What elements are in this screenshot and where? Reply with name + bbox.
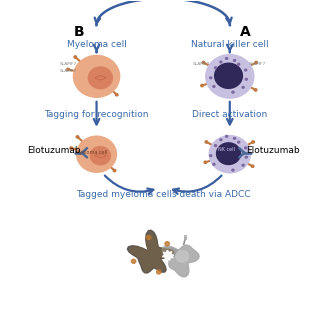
Circle shape [237, 140, 240, 144]
Circle shape [209, 154, 212, 157]
Circle shape [90, 146, 111, 165]
Circle shape [254, 89, 257, 91]
Text: B: B [74, 25, 84, 39]
Circle shape [116, 93, 118, 96]
Circle shape [76, 136, 79, 138]
Circle shape [204, 161, 207, 164]
Text: SLAMF7: SLAMF7 [60, 69, 77, 73]
Circle shape [214, 144, 217, 147]
Circle shape [70, 147, 72, 149]
Circle shape [241, 86, 245, 89]
Circle shape [225, 135, 228, 138]
Circle shape [205, 54, 254, 99]
Circle shape [202, 61, 205, 64]
Text: SLAMF7: SLAMF7 [60, 62, 77, 67]
Text: SLAMF7: SLAMF7 [193, 62, 211, 67]
Circle shape [244, 146, 247, 149]
Circle shape [76, 135, 117, 173]
Polygon shape [131, 234, 174, 270]
Circle shape [147, 236, 151, 240]
Circle shape [205, 141, 208, 143]
Circle shape [225, 57, 228, 60]
Circle shape [74, 56, 76, 58]
Text: SLAMF7: SLAMF7 [249, 62, 266, 67]
Circle shape [156, 270, 161, 274]
Circle shape [73, 55, 120, 98]
Circle shape [209, 135, 251, 173]
Circle shape [176, 251, 188, 262]
Circle shape [209, 76, 212, 79]
Circle shape [244, 68, 247, 72]
Circle shape [244, 156, 248, 159]
Polygon shape [162, 250, 174, 260]
Circle shape [241, 164, 245, 167]
Text: Elotuzumab: Elotuzumab [246, 146, 300, 155]
Polygon shape [127, 230, 178, 273]
Circle shape [113, 169, 116, 172]
Circle shape [219, 60, 223, 64]
Circle shape [201, 84, 203, 87]
Text: Myeloma cell: Myeloma cell [75, 150, 107, 155]
Text: A: A [240, 25, 251, 39]
Circle shape [212, 163, 216, 166]
Circle shape [244, 78, 248, 81]
Text: Elotuzumab: Elotuzumab [27, 146, 81, 155]
Circle shape [252, 141, 254, 143]
Circle shape [67, 68, 69, 71]
Text: Natural killer cell: Natural killer cell [191, 40, 268, 49]
Polygon shape [162, 245, 199, 277]
Circle shape [214, 66, 217, 69]
Circle shape [214, 62, 243, 89]
Circle shape [216, 142, 241, 165]
Circle shape [231, 169, 235, 172]
Text: Tagging for recognition: Tagging for recognition [44, 110, 149, 119]
Text: Myeloma cell: Myeloma cell [67, 40, 126, 49]
Text: NK cell: NK cell [218, 148, 235, 152]
Circle shape [88, 66, 113, 89]
Text: Direct activation: Direct activation [192, 110, 268, 119]
Circle shape [233, 137, 236, 140]
Circle shape [219, 138, 223, 141]
Circle shape [212, 85, 216, 88]
Circle shape [132, 259, 136, 263]
Circle shape [255, 61, 257, 64]
Circle shape [231, 91, 235, 94]
Circle shape [251, 165, 254, 167]
Circle shape [237, 63, 240, 66]
Circle shape [233, 59, 236, 62]
Circle shape [165, 242, 169, 246]
Text: Tagged myeloma cells death via ADCC: Tagged myeloma cells death via ADCC [76, 190, 251, 199]
